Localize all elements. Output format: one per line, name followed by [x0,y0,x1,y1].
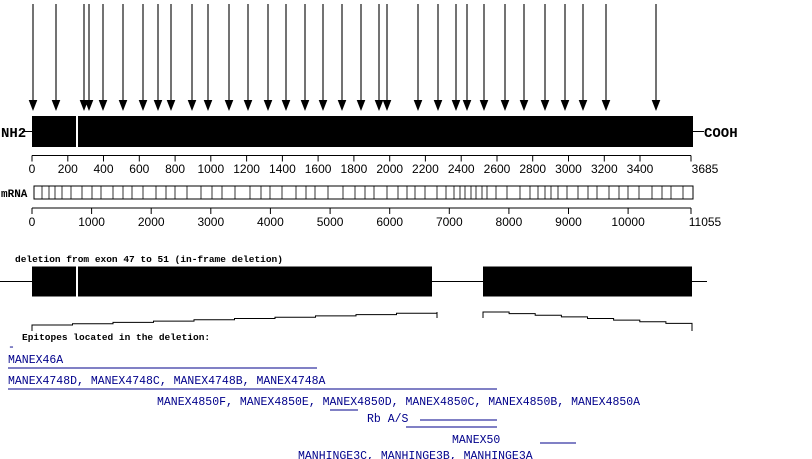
svg-text:0: 0 [29,162,36,176]
svg-text:3200: 3200 [591,162,618,176]
svg-text:4000: 4000 [257,215,284,229]
svg-text:7000: 7000 [436,215,463,229]
svg-text:2400: 2400 [448,162,475,176]
svg-text:2000: 2000 [138,215,165,229]
svg-text:0: 0 [29,215,36,229]
svg-text:Rb A/S: Rb A/S [367,413,409,426]
svg-text:3400: 3400 [627,162,654,176]
svg-text:deletion from exon 47 to 51 (i: deletion from exon 47 to 51 (in-frame de… [15,254,283,265]
svg-text:MANEX4850F, MANEX4850E, MANEX4: MANEX4850F, MANEX4850E, MANEX4850D, MANE… [157,396,640,409]
svg-text:MANEX4748D, MANEX4748C, MANEX4: MANEX4748D, MANEX4748C, MANEX4748B, MANE… [8,375,326,388]
svg-text:200: 200 [58,162,78,176]
svg-text:Epitopes located in the deleti: Epitopes located in the deletion: [22,332,210,343]
svg-text:MANEX50: MANEX50 [452,434,500,447]
svg-text:COOH: COOH [704,126,738,142]
svg-text:1000: 1000 [78,215,105,229]
svg-text:2000: 2000 [376,162,403,176]
svg-text:1200: 1200 [233,162,260,176]
svg-text:1600: 1600 [305,162,332,176]
svg-text:400: 400 [93,162,113,176]
svg-text:1800: 1800 [341,162,368,176]
svg-text:mRNA: mRNA [1,189,28,201]
svg-text:-: - [8,341,15,354]
svg-text:800: 800 [165,162,185,176]
svg-text:MANEX46A: MANEX46A [8,354,63,367]
svg-text:2200: 2200 [412,162,439,176]
svg-text:2800: 2800 [519,162,546,176]
svg-text:1000: 1000 [197,162,224,176]
svg-text:NH2: NH2 [1,126,26,142]
svg-text:2600: 2600 [484,162,511,176]
svg-text:8000: 8000 [496,215,523,229]
svg-text:10000: 10000 [611,215,645,229]
svg-text:3000: 3000 [555,162,582,176]
svg-text:11055: 11055 [689,215,722,229]
svg-text:5000: 5000 [317,215,344,229]
svg-text:6000: 6000 [376,215,403,229]
svg-text:600: 600 [129,162,149,176]
svg-text:1400: 1400 [269,162,296,176]
svg-text:3000: 3000 [197,215,224,229]
svg-text:MANHINGE3C, MANHINGE3B, MANHIN: MANHINGE3C, MANHINGE3B, MANHINGE3A [298,450,533,459]
svg-text:3685: 3685 [692,162,719,176]
svg-text:9000: 9000 [555,215,582,229]
